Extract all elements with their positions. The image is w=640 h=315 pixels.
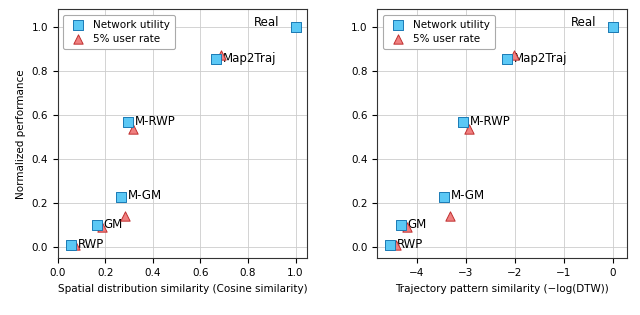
Point (385, 243, 395, 248)
X-axis label: Trajectory pattern similarity (−log(DTW)): Trajectory pattern similarity (−log(DTW)… (396, 284, 609, 294)
Point (508, 52, 518, 57)
Text: GM: GM (408, 218, 427, 231)
Text: Map2Traj: Map2Traj (223, 52, 276, 65)
Text: M-GM: M-GM (127, 189, 162, 203)
Point (607, 25, 618, 30)
Text: RWP: RWP (397, 238, 423, 251)
Text: RWP: RWP (77, 238, 104, 251)
Point (291, 25, 301, 30)
Text: Real: Real (571, 16, 596, 29)
Point (127, 127, 138, 132)
Point (97, 225, 107, 230)
Legend: Network utility, 5% user rate: Network utility, 5% user rate (383, 15, 495, 49)
Text: M-RWP: M-RWP (135, 115, 175, 128)
Point (92, 223, 102, 228)
Point (458, 119, 468, 124)
Point (116, 194, 126, 199)
Legend: Network utility, 5% user rate: Network utility, 5% user rate (63, 15, 175, 49)
Y-axis label: Normalized performance: Normalized performance (16, 69, 26, 199)
Text: M-GM: M-GM (451, 189, 484, 203)
Point (291, 25, 301, 30)
Point (70, 243, 81, 248)
Point (445, 214, 455, 219)
Point (402, 225, 412, 230)
Text: M-RWP: M-RWP (470, 115, 511, 128)
X-axis label: Spatial distribution similarity (Cosine similarity): Spatial distribution similarity (Cosine … (58, 284, 307, 294)
Point (216, 52, 226, 57)
Text: Real: Real (254, 16, 280, 29)
Text: Map2Traj: Map2Traj (514, 52, 568, 65)
Point (391, 243, 401, 248)
Text: GM: GM (104, 218, 123, 231)
Point (123, 119, 133, 124)
Point (396, 223, 406, 228)
Point (465, 127, 475, 132)
Point (502, 56, 512, 61)
Point (438, 194, 449, 199)
Point (211, 56, 221, 61)
Point (65, 243, 76, 248)
Point (120, 214, 131, 219)
Point (607, 25, 618, 30)
